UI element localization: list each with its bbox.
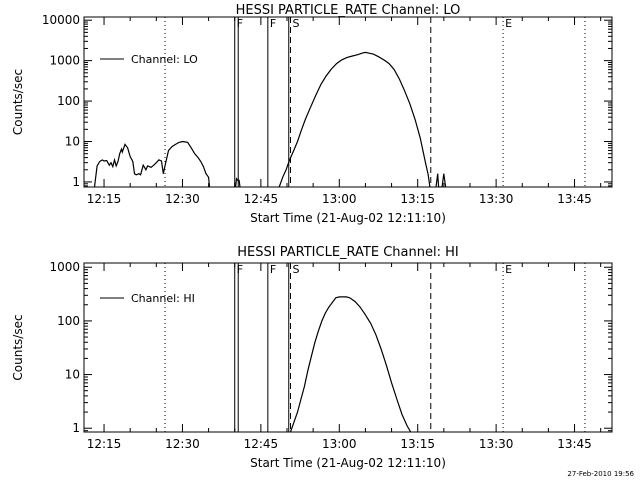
y-tick-label: 1 (72, 421, 80, 435)
x-tick-label: 13:15 (400, 192, 435, 206)
x-axis-label-hi: Start Time (21-Aug-02 12:11:10) (250, 456, 446, 470)
x-tick-label: 13:30 (479, 192, 514, 206)
event-marker-label: F (237, 263, 243, 276)
y-tick-label: 10 (65, 368, 80, 382)
event-marker-label: F (237, 17, 243, 30)
legend-label-lo: Channel: LO (131, 53, 198, 66)
plot-frame-hi (83, 262, 613, 433)
series-line-hi-0 (289, 296, 412, 432)
y-tick-label: 1000 (49, 54, 80, 68)
x-tick-label: 12:30 (165, 437, 200, 451)
x-tick-label: 13:00 (322, 192, 357, 206)
event-marker-label: F (270, 17, 276, 30)
series-line-lo-2 (278, 51, 431, 187)
chart-hi: HESSI PARTICLE_RATE Channel: HI Start Tim… (11, 245, 613, 470)
series-line-lo-3 (435, 173, 447, 187)
event-marker-label: S (292, 17, 299, 30)
event-marker-label: E (505, 17, 512, 30)
chart-title-hi: HESSI PARTICLE_RATE Channel: HI (237, 245, 458, 260)
x-tick-label: 12:15 (87, 437, 122, 451)
y-axis-label-lo: Counts/sec (11, 69, 25, 135)
x-tick-label: 12:30 (165, 192, 200, 206)
y-tick-label: 1000 (49, 260, 80, 274)
y-tick-label: 10000 (42, 13, 80, 27)
y-tick-label: 100 (57, 94, 80, 108)
event-marker-label: F (270, 263, 276, 276)
x-tick-label: 13:45 (557, 437, 592, 451)
event-marker-label: E (505, 263, 512, 276)
chart-title-lo: HESSI PARTICLE_RATE Channel: LO (236, 3, 461, 18)
chart-lo: HESSI PARTICLE_RATE Channel: LO Start Tim… (11, 3, 613, 225)
x-tick-label: 13:30 (479, 437, 514, 451)
footer-timestamp: 27-Feb-2010 19:56 (567, 470, 634, 478)
y-tick-label: 1 (72, 175, 80, 189)
y-axis-label-hi: Counts/sec (11, 314, 25, 380)
x-tick-label: 12:45 (244, 437, 279, 451)
x-tick-label: 12:15 (87, 192, 122, 206)
x-tick-label: 13:15 (400, 437, 435, 451)
series-line-lo-0 (93, 140, 211, 187)
x-tick-label: 13:45 (557, 192, 592, 206)
legend-label-hi: Channel: HI (131, 292, 195, 305)
y-tick-label: 100 (57, 314, 80, 328)
x-tick-label: 13:00 (322, 437, 357, 451)
plot-frame-lo (83, 16, 613, 188)
y-tick-label: 10 (65, 135, 80, 149)
event-marker-label: S (292, 263, 299, 276)
x-tick-label: 12:45 (244, 192, 279, 206)
x-axis-label-lo: Start Time (21-Aug-02 12:11:10) (250, 211, 446, 225)
series-line-lo-1 (235, 177, 241, 187)
